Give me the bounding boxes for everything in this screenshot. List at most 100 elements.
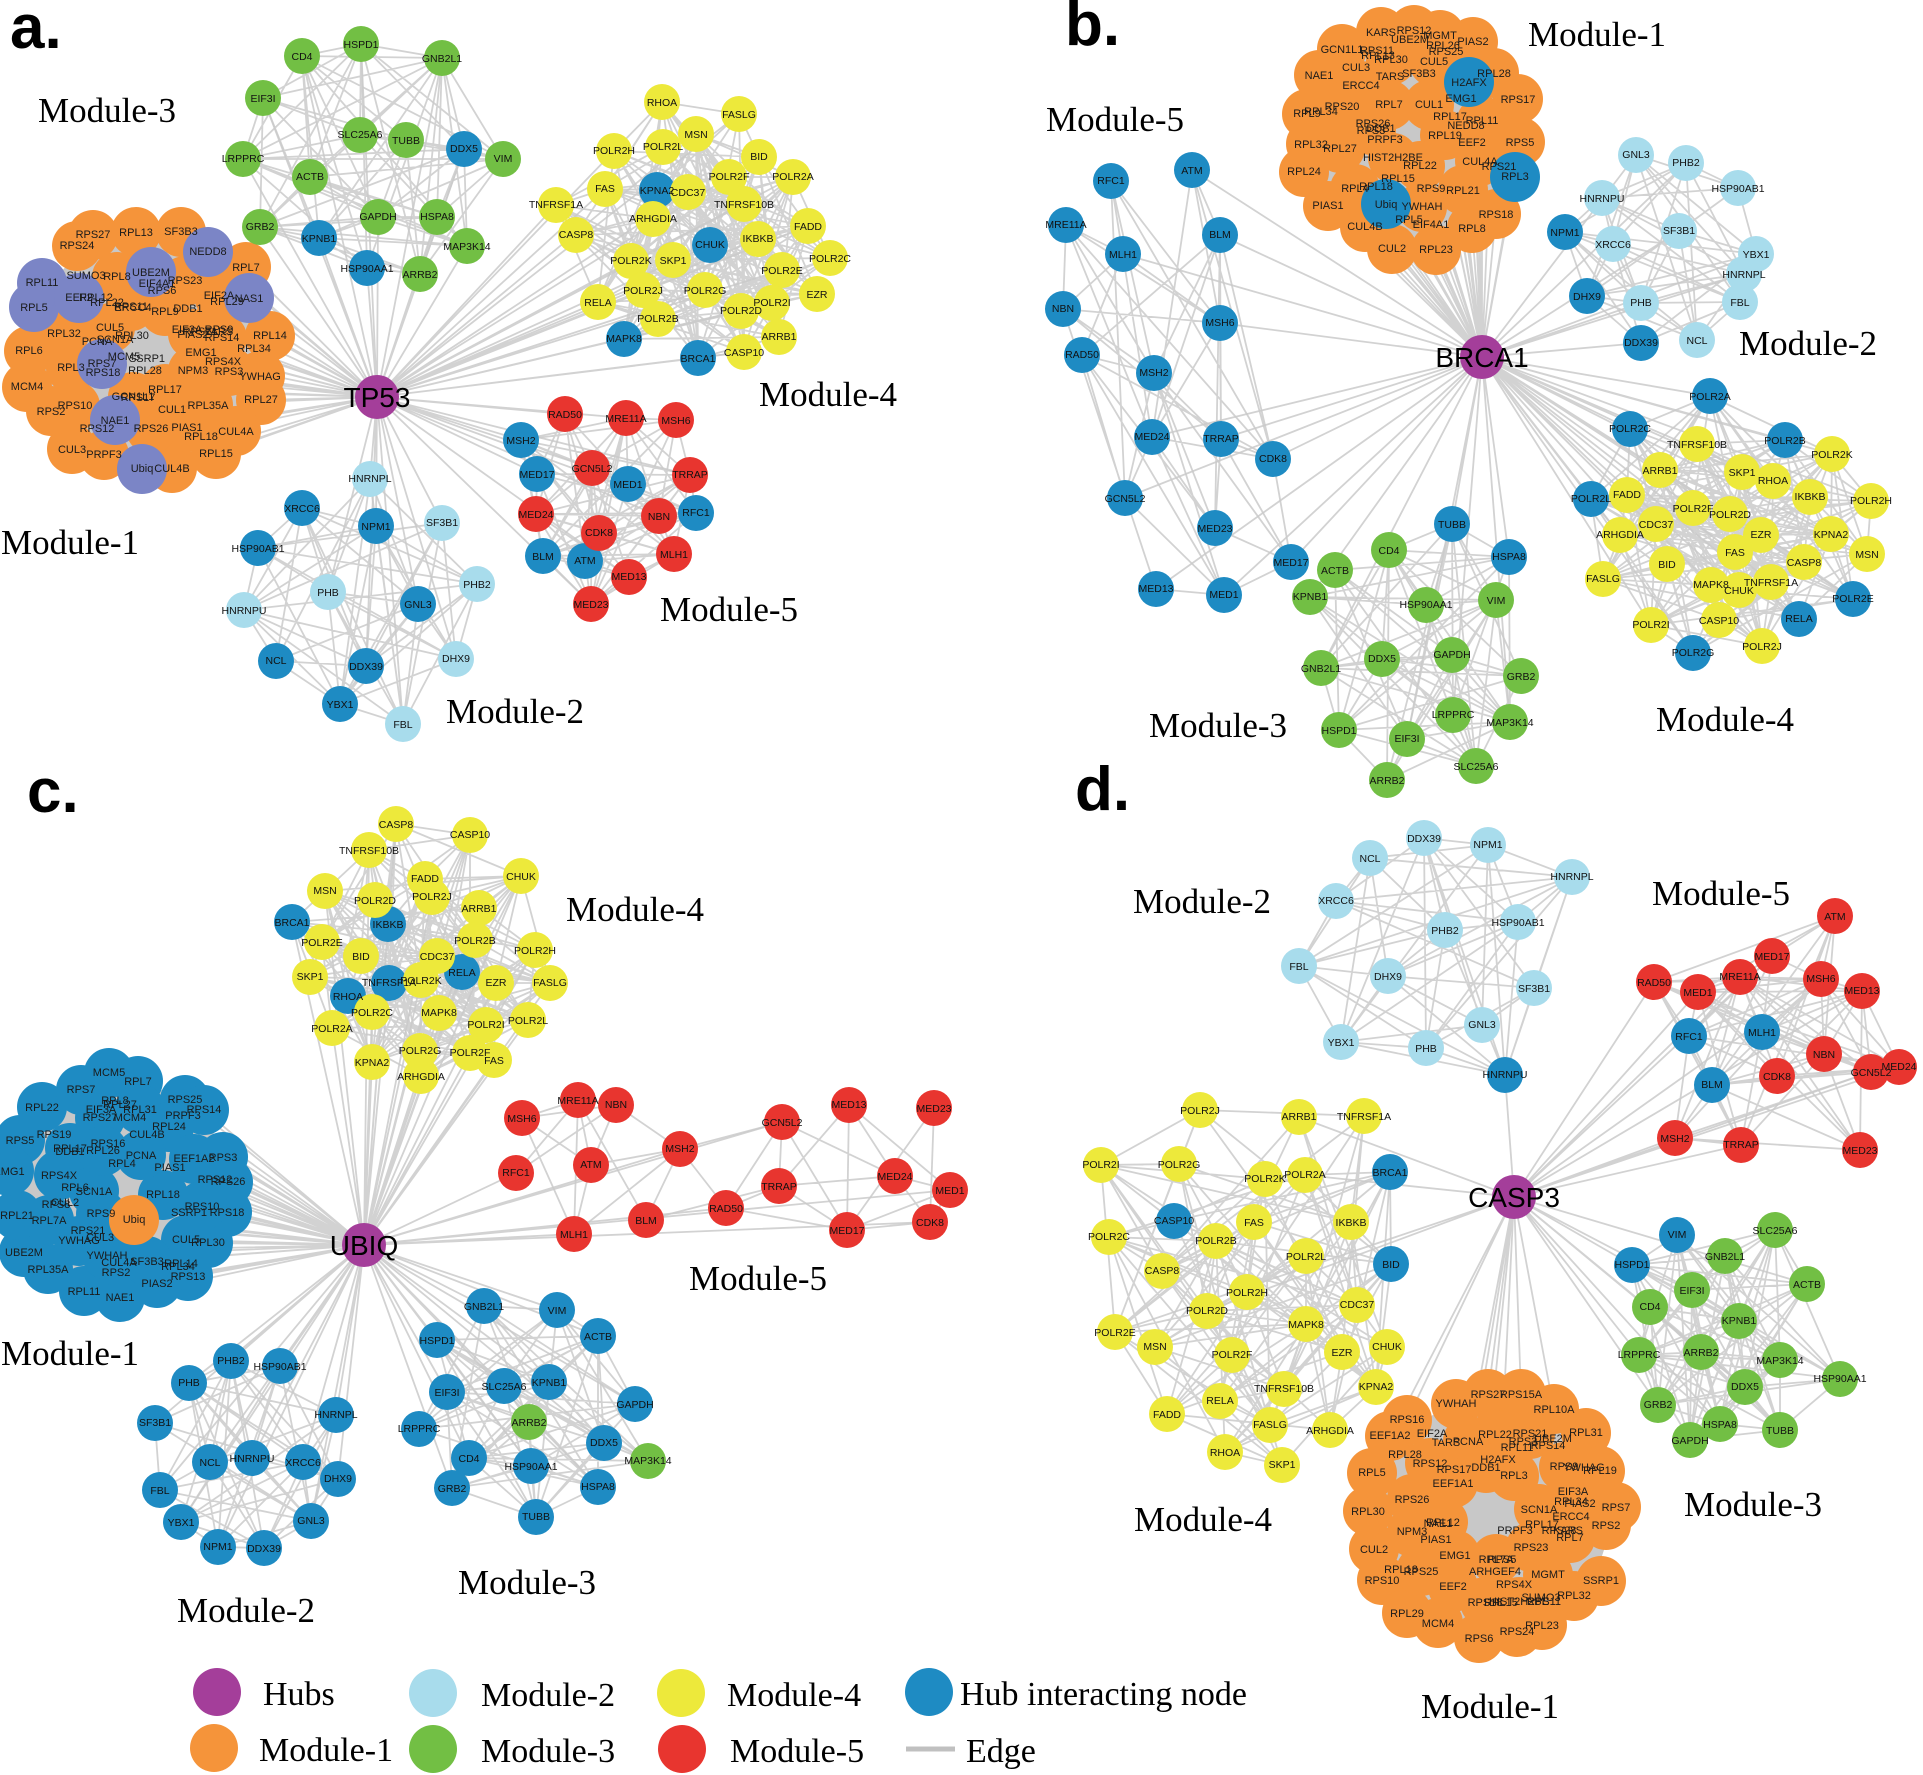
svg-text:TNFRSF1A: TNFRSF1A	[529, 199, 583, 211]
svg-text:GCN5L2: GCN5L2	[762, 1117, 803, 1129]
svg-text:RPL22: RPL22	[1403, 160, 1437, 172]
svg-text:TUBB: TUBB	[392, 135, 420, 147]
svg-text:RPS16: RPS16	[91, 1138, 126, 1150]
svg-text:GRB2: GRB2	[1644, 1399, 1673, 1411]
svg-text:RPL3: RPL3	[57, 362, 85, 374]
svg-text:RPL24: RPL24	[152, 1121, 186, 1133]
svg-text:NBN: NBN	[648, 511, 670, 523]
svg-text:Module-3: Module-3	[1149, 706, 1287, 745]
svg-text:RPS9: RPS9	[87, 1208, 116, 1220]
svg-text:SF3B3: SF3B3	[130, 1256, 164, 1268]
svg-text:ARRB1: ARRB1	[1281, 1111, 1316, 1123]
svg-text:RPL17: RPL17	[1433, 111, 1467, 123]
svg-text:POLR2B: POLR2B	[637, 313, 678, 325]
svg-text:RPL11: RPL11	[26, 277, 59, 289]
svg-text:RPS18: RPS18	[86, 367, 121, 379]
svg-text:RPL9: RPL9	[1293, 108, 1321, 120]
svg-text:SLC25A6: SLC25A6	[482, 1381, 527, 1393]
svg-text:POLR2A: POLR2A	[772, 171, 813, 183]
svg-text:GNL3: GNL3	[404, 599, 432, 611]
svg-text:Module-5: Module-5	[1046, 100, 1184, 139]
svg-text:CDK8: CDK8	[585, 527, 613, 539]
svg-text:RPL32: RPL32	[1557, 1590, 1591, 1602]
svg-text:LRPPRC: LRPPRC	[398, 1423, 441, 1435]
svg-text:EZR: EZR	[1332, 1347, 1353, 1359]
svg-text:HSPA8: HSPA8	[420, 211, 454, 223]
svg-text:NAE1: NAE1	[106, 1292, 135, 1304]
svg-text:HSPA8: HSPA8	[1492, 551, 1526, 563]
svg-text:UBE2M: UBE2M	[132, 267, 170, 279]
svg-text:NCL: NCL	[1686, 335, 1707, 347]
svg-text:HNRNPU: HNRNPU	[230, 1453, 275, 1465]
svg-text:NPM1: NPM1	[1473, 839, 1502, 851]
svg-text:RPL11: RPL11	[68, 1286, 101, 1298]
svg-text:FASLG: FASLG	[722, 109, 756, 121]
svg-text:RPL5: RPL5	[20, 302, 48, 314]
svg-text:SKP1: SKP1	[660, 255, 687, 267]
svg-text:MSH2: MSH2	[1139, 367, 1168, 379]
svg-text:RPL3: RPL3	[1501, 171, 1529, 183]
svg-text:FBL: FBL	[150, 1485, 169, 1497]
svg-text:Module-3: Module-3	[481, 1733, 615, 1770]
svg-text:RPL15: RPL15	[1484, 1597, 1518, 1609]
svg-text:CUL4A: CUL4A	[101, 1257, 137, 1269]
svg-text:RPS21: RPS21	[183, 326, 218, 338]
svg-text:NPM3: NPM3	[178, 365, 209, 377]
svg-text:TRRAP: TRRAP	[1723, 1139, 1759, 1151]
svg-text:DDX39: DDX39	[1407, 833, 1441, 845]
svg-text:FAS: FAS	[484, 1055, 504, 1067]
svg-text:Hub interacting node: Hub interacting node	[960, 1676, 1247, 1713]
svg-text:RPL28: RPL28	[128, 365, 162, 377]
svg-text:CUL5: CUL5	[172, 1234, 200, 1246]
svg-text:RPS26: RPS26	[1356, 118, 1391, 130]
svg-text:RPL26: RPL26	[1426, 40, 1460, 52]
svg-text:PHB: PHB	[317, 587, 339, 599]
svg-text:MED17: MED17	[829, 1225, 864, 1237]
svg-text:CUL4A: CUL4A	[218, 426, 254, 438]
svg-text:POLR2J: POLR2J	[1742, 641, 1782, 653]
svg-text:NAE1: NAE1	[1305, 70, 1334, 82]
svg-text:RPL7: RPL7	[1375, 99, 1403, 111]
svg-text:GNL3: GNL3	[297, 1515, 325, 1527]
svg-text:EMG1: EMG1	[1445, 93, 1476, 105]
svg-text:RPL24: RPL24	[1287, 166, 1321, 178]
svg-text:RPS25: RPS25	[1429, 46, 1464, 58]
svg-text:VIM: VIM	[548, 1305, 567, 1317]
svg-text:PRPF3: PRPF3	[1367, 134, 1402, 146]
svg-text:IKBKB: IKBKB	[1336, 1217, 1367, 1229]
svg-text:CUL3: CUL3	[86, 1232, 114, 1244]
svg-text:RPS3: RPS3	[209, 1152, 238, 1164]
svg-text:GNL3: GNL3	[1622, 149, 1650, 161]
svg-text:CD4: CD4	[1378, 545, 1399, 557]
svg-text:GAPDH: GAPDH	[1671, 1435, 1708, 1447]
svg-text:HSP90AA1: HSP90AA1	[504, 1461, 557, 1473]
svg-text:DDX39: DDX39	[349, 661, 383, 673]
svg-text:RPL27: RPL27	[244, 394, 278, 406]
svg-text:ARRB1: ARRB1	[1642, 465, 1677, 477]
svg-text:TNFRSF10B: TNFRSF10B	[714, 199, 774, 211]
svg-text:RPL31: RPL31	[1569, 1427, 1603, 1439]
svg-text:CHUK: CHUK	[695, 239, 725, 251]
svg-text:POLR2F: POLR2F	[1212, 1349, 1253, 1361]
svg-text:UBE2M: UBE2M	[1534, 1433, 1572, 1445]
svg-text:GNB2L1: GNB2L1	[422, 53, 462, 65]
svg-text:RPL35A: RPL35A	[28, 1264, 70, 1276]
svg-text:MED23: MED23	[916, 1103, 951, 1115]
svg-text:NPM3: NPM3	[1397, 1526, 1428, 1538]
svg-text:RPL17: RPL17	[148, 384, 182, 396]
svg-text:c.: c.	[27, 757, 79, 826]
svg-text:DDX39: DDX39	[247, 1543, 281, 1555]
svg-text:CUL1: CUL1	[158, 404, 186, 416]
svg-text:RPS18: RPS18	[1468, 1597, 1503, 1609]
svg-text:BRCA1: BRCA1	[1435, 342, 1528, 373]
svg-text:KPNB1: KPNB1	[302, 233, 337, 245]
svg-text:EZR: EZR	[1751, 529, 1772, 541]
svg-text:RHOA: RHOA	[1758, 475, 1788, 487]
svg-text:TUBB: TUBB	[1438, 519, 1466, 531]
svg-text:RPL14: RPL14	[164, 1258, 198, 1270]
svg-text:GCN5L2: GCN5L2	[1105, 493, 1146, 505]
svg-text:CUL4A: CUL4A	[1462, 156, 1498, 168]
svg-text:CDK8: CDK8	[916, 1217, 944, 1229]
svg-text:ARRB1: ARRB1	[461, 903, 496, 915]
svg-text:POLR2K: POLR2K	[1244, 1173, 1285, 1185]
